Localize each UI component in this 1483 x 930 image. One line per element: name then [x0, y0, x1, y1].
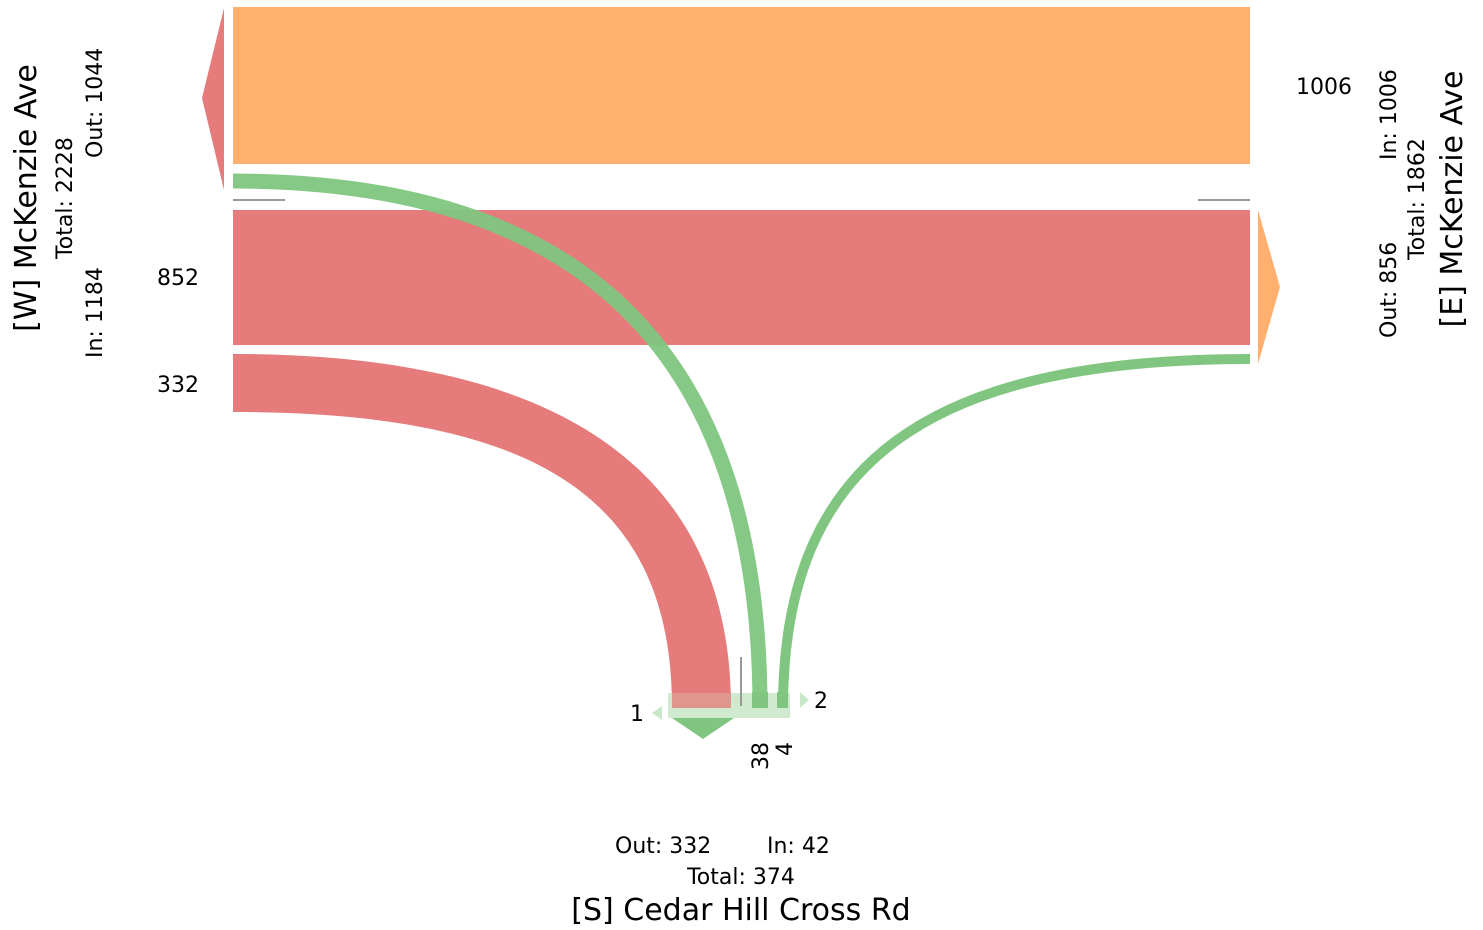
flow-band-south-to-west [232, 173, 768, 709]
south-out: Out: 332 [615, 834, 711, 859]
flow-band-south-to-east [778, 354, 1251, 709]
south-right-stub [777, 692, 788, 708]
east-out: Out: 856 [1377, 242, 1402, 338]
south-left-stub [752, 692, 768, 708]
west-road-name: [W] McKenzie Ave [9, 64, 44, 332]
flow-label-east-to-west: 1006 [1296, 75, 1352, 100]
south-marker-left-arrow [652, 706, 662, 720]
flow-label-south-to-east: 4 [773, 742, 798, 756]
south-marker-left-label: 1 [630, 702, 644, 727]
south-exit-arrow [672, 718, 734, 739]
south-marker-right-arrow [800, 692, 809, 708]
east-road-name: [E] McKenzie Ave [1435, 71, 1470, 328]
flow-band-east-to-west [233, 7, 1250, 164]
flow-band-west-to-east [233, 210, 1250, 345]
east-exit-arrow [1258, 210, 1280, 364]
west-out: Out: 1044 [83, 48, 108, 158]
south-road-name: [S] Cedar Hill Cross Rd [571, 893, 910, 928]
west-exit-arrow [202, 8, 224, 190]
flow-band-west-to-south [233, 354, 731, 708]
west-total: Total: 2228 [53, 137, 78, 260]
flow-label-south-to-west: 38 [749, 742, 774, 770]
flow-label-west-to-east: 852 [157, 266, 199, 291]
east-total: Total: 1862 [1405, 138, 1430, 261]
south-in: In: 42 [767, 834, 830, 859]
south-marker-right-label: 2 [814, 689, 828, 714]
east-in: In: 1006 [1377, 69, 1402, 160]
south-total: Total: 374 [686, 865, 795, 890]
west-in: In: 1184 [83, 267, 108, 358]
south-exit-stub [672, 692, 731, 708]
flow-label-west-to-south: 332 [157, 373, 199, 398]
